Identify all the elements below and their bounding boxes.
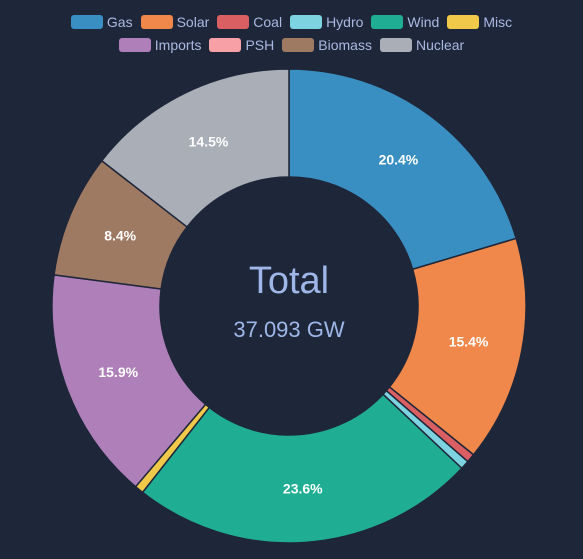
legend-swatch-misc: [447, 15, 480, 29]
slice-label-gas: 20.4%: [379, 151, 419, 167]
legend-swatch-coal: [217, 15, 250, 29]
slice-imports[interactable]: [51, 273, 207, 488]
slice-labels-group: 20.4% 15.4% 23.6% 15.9% 8.4% 14.5%: [98, 134, 489, 497]
slice-wind[interactable]: [141, 393, 463, 544]
legend-item-nuclear[interactable]: Nuclear: [379, 37, 465, 53]
legend-row-2: Imports PSH Biomass Nuclear: [0, 35, 583, 55]
legend-label-wind: Wind: [407, 14, 440, 30]
legend-item-biomass[interactable]: Biomass: [282, 37, 372, 53]
legend-item-coal[interactable]: Coal: [217, 14, 282, 30]
legend-swatch-nuclear: [379, 38, 412, 52]
slice-label-wind: 23.6%: [283, 480, 323, 496]
legend-swatch-wind: [371, 15, 404, 29]
legend-swatch-imports: [118, 38, 151, 52]
slice-label-solar: 15.4%: [449, 333, 489, 349]
legend-label-misc: Misc: [483, 14, 513, 30]
slice-label-nuclear: 14.5%: [189, 134, 229, 150]
legend-item-misc[interactable]: Misc: [447, 14, 512, 30]
legend-swatch-psh: [209, 38, 242, 52]
center-value: 37.093 GW: [233, 317, 345, 342]
legend-label-solar: Solar: [176, 14, 210, 30]
legend-swatch-solar: [140, 15, 173, 29]
legend-item-hydro[interactable]: Hydro: [290, 14, 363, 30]
legend-item-gas[interactable]: Gas: [70, 14, 133, 30]
legend-item-psh[interactable]: PSH: [209, 37, 274, 53]
legend-label-psh: PSH: [245, 37, 275, 53]
slice-label-imports: 15.9%: [98, 364, 138, 380]
legend-row-1: Gas Solar Coal Hydro Wind Misc: [0, 12, 583, 32]
legend-swatch-hydro: [290, 15, 323, 29]
legend-label-hydro: Hydro: [326, 14, 364, 30]
legend-swatch-gas: [70, 15, 103, 29]
legend-label-coal: Coal: [253, 14, 283, 30]
legend-label-gas: Gas: [106, 14, 133, 30]
center-title: Total: [249, 260, 329, 302]
legend-item-solar[interactable]: Solar: [140, 14, 210, 30]
slices-group: [51, 68, 527, 544]
legend-label-nuclear: Nuclear: [415, 37, 465, 53]
legend-item-wind[interactable]: Wind: [371, 14, 439, 30]
legend-label-biomass: Biomass: [318, 37, 372, 53]
slice-nuclear[interactable]: [100, 68, 290, 228]
slice-gas[interactable]: [288, 68, 518, 271]
legend-label-imports: Imports: [154, 37, 202, 53]
slice-label-biomass: 8.4%: [104, 227, 136, 243]
legend-item-imports[interactable]: Imports: [118, 37, 202, 53]
legend-swatch-biomass: [282, 38, 315, 52]
